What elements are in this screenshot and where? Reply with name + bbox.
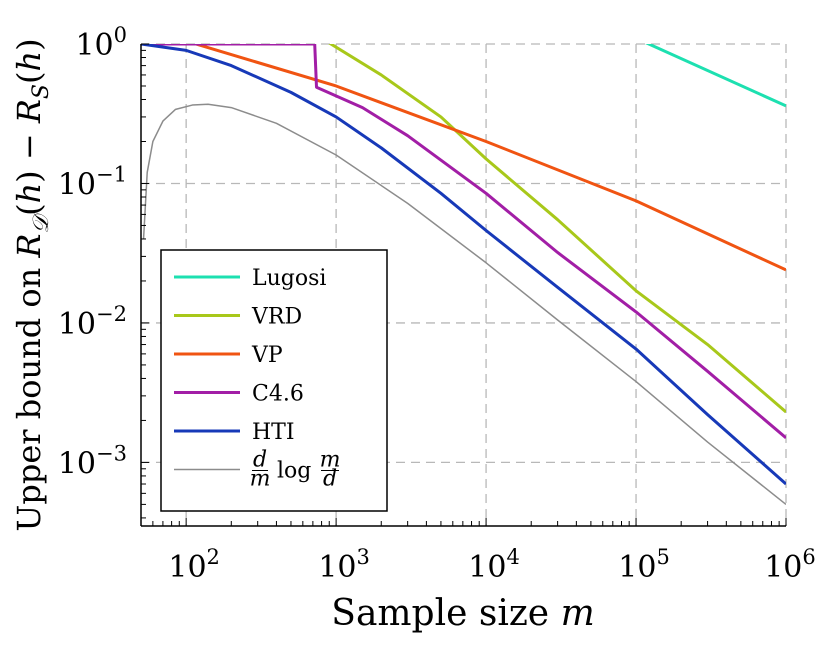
axes (140, 44, 786, 527)
legend-label: VP (251, 343, 283, 368)
series-line-5 (142, 103, 786, 505)
y-tick-label: 10−3 (58, 441, 127, 481)
y-axis-label: Upper bound on R𝒟(h) − RS(h) (10, 38, 54, 531)
x-axis-label: Sample size m (331, 593, 594, 634)
x-tick-label: 103 (318, 545, 370, 585)
y-tick-label: 10−1 (58, 162, 127, 202)
legend-label: HTI (252, 420, 295, 445)
x-tick-label: 102 (168, 545, 220, 585)
series-layer (141, 44, 786, 505)
x-tick-label: 104 (468, 545, 520, 585)
series-line-0 (645, 44, 786, 108)
formula-m-top: m (320, 448, 341, 473)
formula-d-bottom: d (323, 467, 337, 492)
y-tick-label: 100 (75, 23, 127, 63)
tick-labels: 102 103 104 105 106 100 10−1 10−2 10−3 (58, 23, 816, 585)
legend-label: VRD (251, 305, 302, 330)
x-tick-label: 106 (764, 545, 816, 585)
ticks (140, 43, 787, 526)
series-line-1 (328, 44, 786, 414)
legend-label: C4.6 (252, 382, 304, 407)
series-line-2 (190, 44, 786, 272)
legend-box (160, 249, 388, 512)
y-tick-label: 10−2 (58, 302, 127, 342)
formula-d-top: d (253, 448, 267, 473)
formula-m-bottom: m (250, 467, 271, 492)
legend-label: Lugosi (252, 266, 326, 291)
series-line-3 (141, 44, 786, 439)
series-line-4 (141, 44, 786, 486)
x-tick-label: 105 (618, 545, 670, 585)
legend-label-formula: dm log md (250, 448, 341, 492)
formula-log: log (277, 459, 311, 484)
